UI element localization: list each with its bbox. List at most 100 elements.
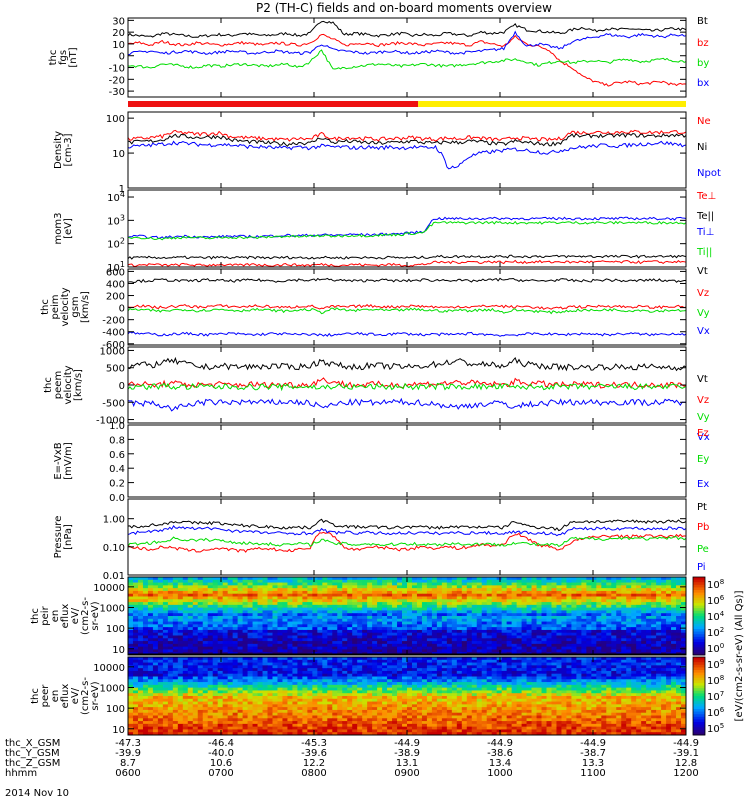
heatmap-cell <box>357 668 363 672</box>
heatmap-cell <box>367 635 373 639</box>
heatmap-cell <box>347 635 353 639</box>
heatmap-cell <box>222 676 229 680</box>
heatmap-cell <box>671 638 677 642</box>
heatmap-cell <box>536 593 542 597</box>
heatmap-cell <box>282 641 288 645</box>
heatmap-cell <box>287 673 293 677</box>
heatmap-cell <box>491 624 498 628</box>
heatmap-cell <box>511 582 517 586</box>
heatmap-cell <box>671 629 677 634</box>
heatmap-cell <box>177 657 184 661</box>
heatmap-cell <box>601 659 607 663</box>
heatmap-cell <box>172 670 179 675</box>
heatmap-cell <box>461 682 468 686</box>
heatmap-cell <box>392 643 398 648</box>
heatmap-cell <box>367 649 373 653</box>
heatmap-cell <box>277 582 283 586</box>
heatmap-cell <box>616 646 622 650</box>
heatmap-cell <box>262 588 268 592</box>
heatmap-cell <box>267 638 273 642</box>
heatmap-cell <box>167 668 174 672</box>
heatmap-cell <box>147 662 154 666</box>
heatmap-cell <box>426 676 433 680</box>
heatmap-cell <box>511 662 517 666</box>
heatmap-cell <box>282 602 288 606</box>
heatmap-cell <box>252 577 258 581</box>
heatmap-cell <box>431 577 438 581</box>
heatmap-cell <box>182 624 189 628</box>
heatmap-cell <box>347 585 353 589</box>
heatmap-cell <box>556 643 562 648</box>
heatmap-cell <box>461 690 468 694</box>
heatmap-cell <box>646 599 652 603</box>
heatmap-cell <box>322 629 328 634</box>
heatmap-cell <box>167 673 174 677</box>
heatmap-cell <box>416 670 423 675</box>
heatmap-cell <box>292 693 298 697</box>
heatmap-cell <box>402 657 408 661</box>
heatmap-cell <box>257 679 263 683</box>
heatmap-cell <box>137 579 144 583</box>
heatmap-cell <box>416 659 423 663</box>
heatmap-cell <box>626 657 632 661</box>
heatmap-cell <box>297 579 303 583</box>
heatmap-cell <box>297 679 303 683</box>
heatmap-cell <box>282 604 288 609</box>
heatmap-cell <box>182 641 189 645</box>
heatmap-cell <box>207 577 214 581</box>
heatmap-cell <box>576 638 582 642</box>
heatmap-cell <box>496 670 503 675</box>
heatmap-cell <box>611 638 617 642</box>
heatmap-cell <box>496 668 503 672</box>
heatmap-cell <box>352 638 358 642</box>
heatmap-cell <box>421 690 428 694</box>
heatmap-cell <box>317 618 323 622</box>
heatmap-cell <box>421 682 428 686</box>
heatmap-cell <box>242 662 248 666</box>
heatmap-cell <box>666 607 672 611</box>
heatmap-cell <box>212 693 219 697</box>
heatmap-cell <box>416 668 423 672</box>
heatmap-cell <box>591 621 597 625</box>
heatmap-cell <box>411 635 418 639</box>
heatmap-cell <box>451 602 458 606</box>
heatmap-cell <box>636 618 642 622</box>
heatmap-cell <box>531 610 537 614</box>
heatmap-cell <box>397 635 403 639</box>
heatmap-cell <box>407 649 413 653</box>
heatmap-cell <box>626 662 632 666</box>
heatmap-cell <box>471 682 478 686</box>
heatmap-cell <box>461 582 468 586</box>
heatmap-cell <box>616 593 622 597</box>
heatmap-cell <box>142 616 149 620</box>
heatmap-cell <box>641 627 647 631</box>
heatmap-cell <box>541 668 547 672</box>
heatmap-cell <box>367 593 373 597</box>
heatmap-cell <box>651 659 657 663</box>
heatmap-cell <box>466 585 473 589</box>
heatmap-cell <box>656 588 662 592</box>
heatmap-cell <box>157 610 164 614</box>
heatmap-cell <box>387 627 393 631</box>
heatmap-cell <box>656 577 662 581</box>
heatmap-cell <box>476 662 483 666</box>
heatmap-cell <box>357 590 363 595</box>
heatmap-cell <box>382 621 388 625</box>
heatmap-cell <box>526 629 532 634</box>
heatmap-cell <box>147 657 154 661</box>
y-axis-label-line: thc <box>43 377 54 393</box>
heatmap-cell <box>272 673 278 677</box>
heatmap-cell <box>571 690 577 694</box>
heatmap-cell <box>402 577 408 581</box>
heatmap-cell <box>147 638 154 642</box>
heatmap-cell <box>302 596 308 600</box>
heatmap-cell <box>212 588 219 592</box>
heatmap-cell <box>262 673 268 677</box>
heatmap-cell <box>272 618 278 622</box>
heatmap-cell <box>387 662 393 666</box>
heatmap-cell <box>591 618 597 622</box>
heatmap-cell <box>172 662 179 666</box>
heatmap-cell <box>372 607 378 611</box>
heatmap-cell <box>232 624 239 628</box>
heatmap-cell <box>212 641 219 645</box>
